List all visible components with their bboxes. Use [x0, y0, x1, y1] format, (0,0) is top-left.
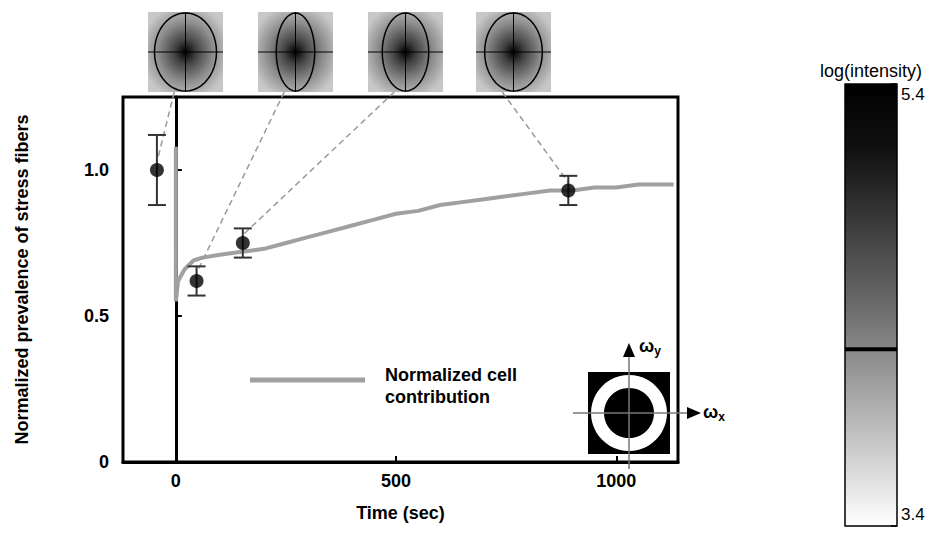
svg-text:x: x: [718, 410, 725, 424]
svg-text:ω: ω: [703, 402, 718, 422]
svg-text:Time (sec): Time (sec): [356, 503, 445, 523]
svg-text:0.5: 0.5: [84, 306, 109, 326]
svg-text:3.4: 3.4: [901, 505, 925, 524]
svg-text:0: 0: [171, 471, 181, 491]
svg-text:y: y: [654, 344, 661, 358]
svg-text:0: 0: [99, 452, 109, 472]
svg-text:Normalized cell: Normalized cell: [385, 365, 522, 385]
svg-text:1.0: 1.0: [84, 160, 109, 180]
svg-text:ω: ω: [639, 336, 654, 356]
svg-text:5.4: 5.4: [901, 85, 925, 104]
svg-text:contribution: contribution: [385, 387, 490, 407]
svg-text:log(intensity): log(intensity): [820, 61, 922, 81]
svg-text:500: 500: [381, 471, 411, 491]
svg-text:Normalized prevalence of stres: Normalized prevalence of stress fibers: [12, 114, 32, 444]
svg-text:1000: 1000: [596, 471, 636, 491]
